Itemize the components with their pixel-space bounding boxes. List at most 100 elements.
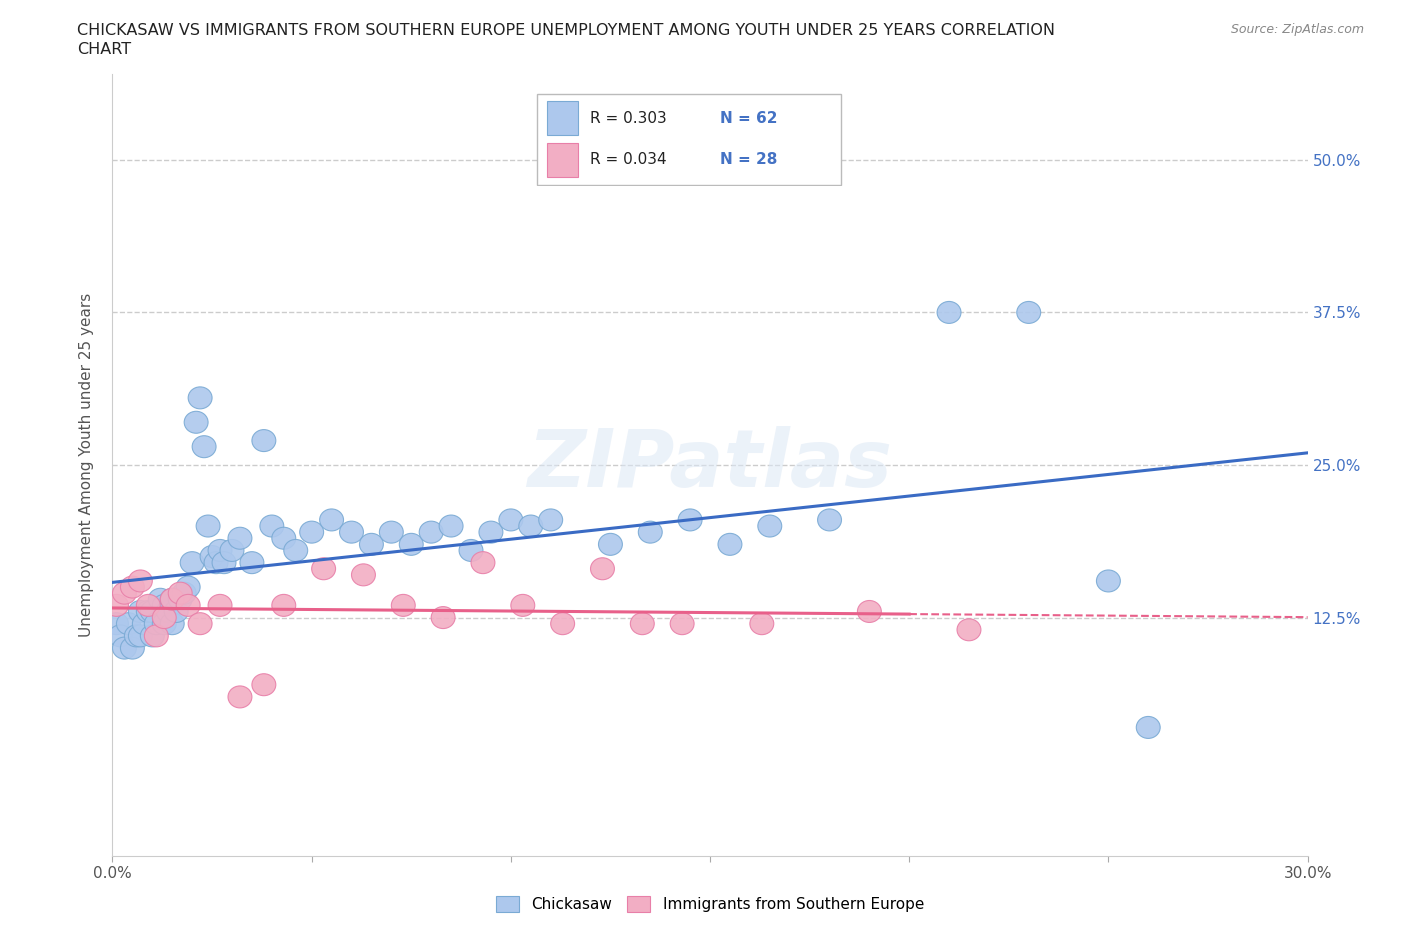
Ellipse shape (204, 551, 228, 574)
Ellipse shape (260, 515, 284, 537)
Ellipse shape (591, 558, 614, 579)
Ellipse shape (104, 594, 128, 617)
Text: Source: ZipAtlas.com: Source: ZipAtlas.com (1230, 23, 1364, 36)
Ellipse shape (228, 527, 252, 550)
Ellipse shape (152, 613, 176, 634)
Ellipse shape (340, 521, 364, 543)
Ellipse shape (152, 606, 176, 629)
Ellipse shape (499, 509, 523, 531)
Ellipse shape (479, 521, 503, 543)
Ellipse shape (671, 613, 695, 634)
Ellipse shape (124, 625, 149, 647)
Ellipse shape (352, 564, 375, 586)
Text: CHICKASAW VS IMMIGRANTS FROM SOUTHERN EUROPE UNEMPLOYMENT AMONG YOUTH UNDER 25 Y: CHICKASAW VS IMMIGRANTS FROM SOUTHERN EU… (77, 23, 1056, 38)
Ellipse shape (160, 589, 184, 610)
Ellipse shape (471, 551, 495, 574)
Ellipse shape (121, 637, 145, 659)
Ellipse shape (219, 539, 245, 562)
Text: ZIPatlas: ZIPatlas (527, 426, 893, 504)
Ellipse shape (112, 637, 136, 659)
Ellipse shape (758, 515, 782, 537)
Ellipse shape (169, 582, 193, 604)
Ellipse shape (108, 625, 132, 647)
Ellipse shape (458, 539, 484, 562)
Ellipse shape (128, 601, 152, 622)
Ellipse shape (312, 558, 336, 579)
Ellipse shape (152, 594, 176, 617)
Ellipse shape (519, 515, 543, 537)
Ellipse shape (165, 601, 188, 622)
Ellipse shape (228, 686, 252, 708)
Ellipse shape (252, 430, 276, 452)
Ellipse shape (599, 534, 623, 555)
Text: R = 0.034: R = 0.034 (591, 153, 666, 167)
Ellipse shape (399, 534, 423, 555)
Ellipse shape (208, 594, 232, 617)
Ellipse shape (510, 594, 534, 617)
Ellipse shape (630, 613, 654, 634)
Ellipse shape (360, 534, 384, 555)
Ellipse shape (156, 601, 180, 622)
Y-axis label: Unemployment Among Youth under 25 years: Unemployment Among Youth under 25 years (79, 293, 94, 637)
Ellipse shape (271, 527, 295, 550)
Ellipse shape (128, 625, 152, 647)
Ellipse shape (1097, 570, 1121, 592)
Ellipse shape (319, 509, 343, 531)
Ellipse shape (173, 582, 197, 604)
Ellipse shape (419, 521, 443, 543)
Ellipse shape (439, 515, 463, 537)
Ellipse shape (380, 521, 404, 543)
Ellipse shape (197, 515, 221, 537)
Ellipse shape (271, 594, 295, 617)
Ellipse shape (299, 521, 323, 543)
Ellipse shape (141, 625, 165, 647)
Ellipse shape (117, 613, 141, 634)
Ellipse shape (638, 521, 662, 543)
Ellipse shape (818, 509, 842, 531)
Ellipse shape (252, 673, 276, 696)
Ellipse shape (957, 618, 981, 641)
Ellipse shape (160, 589, 184, 610)
Ellipse shape (240, 551, 264, 574)
Ellipse shape (284, 539, 308, 562)
Ellipse shape (104, 613, 128, 634)
Ellipse shape (858, 601, 882, 622)
Ellipse shape (145, 625, 169, 647)
Ellipse shape (749, 613, 773, 634)
Ellipse shape (176, 594, 200, 617)
Ellipse shape (132, 613, 156, 634)
Ellipse shape (136, 601, 160, 622)
Ellipse shape (121, 576, 145, 598)
Text: N = 62: N = 62 (720, 111, 778, 126)
Bar (547, 143, 578, 177)
Ellipse shape (938, 301, 962, 324)
Ellipse shape (145, 613, 169, 634)
Text: CHART: CHART (77, 42, 131, 57)
FancyBboxPatch shape (537, 94, 841, 185)
Ellipse shape (391, 594, 415, 617)
Ellipse shape (208, 539, 232, 562)
Ellipse shape (176, 576, 200, 598)
Ellipse shape (538, 509, 562, 531)
Ellipse shape (169, 589, 193, 610)
Ellipse shape (678, 509, 702, 531)
Ellipse shape (141, 601, 165, 622)
Ellipse shape (149, 589, 173, 610)
Text: N = 28: N = 28 (720, 153, 778, 167)
Ellipse shape (112, 582, 136, 604)
Legend: Chickasaw, Immigrants from Southern Europe: Chickasaw, Immigrants from Southern Euro… (491, 890, 929, 918)
Ellipse shape (718, 534, 742, 555)
Ellipse shape (200, 546, 224, 567)
Ellipse shape (160, 613, 184, 634)
Ellipse shape (551, 613, 575, 634)
Ellipse shape (432, 606, 456, 629)
Ellipse shape (128, 570, 152, 592)
Ellipse shape (188, 613, 212, 634)
Ellipse shape (180, 551, 204, 574)
Ellipse shape (1136, 716, 1160, 738)
Bar (547, 101, 578, 135)
Ellipse shape (184, 411, 208, 433)
Ellipse shape (212, 551, 236, 574)
Ellipse shape (136, 594, 160, 617)
Ellipse shape (193, 435, 217, 458)
